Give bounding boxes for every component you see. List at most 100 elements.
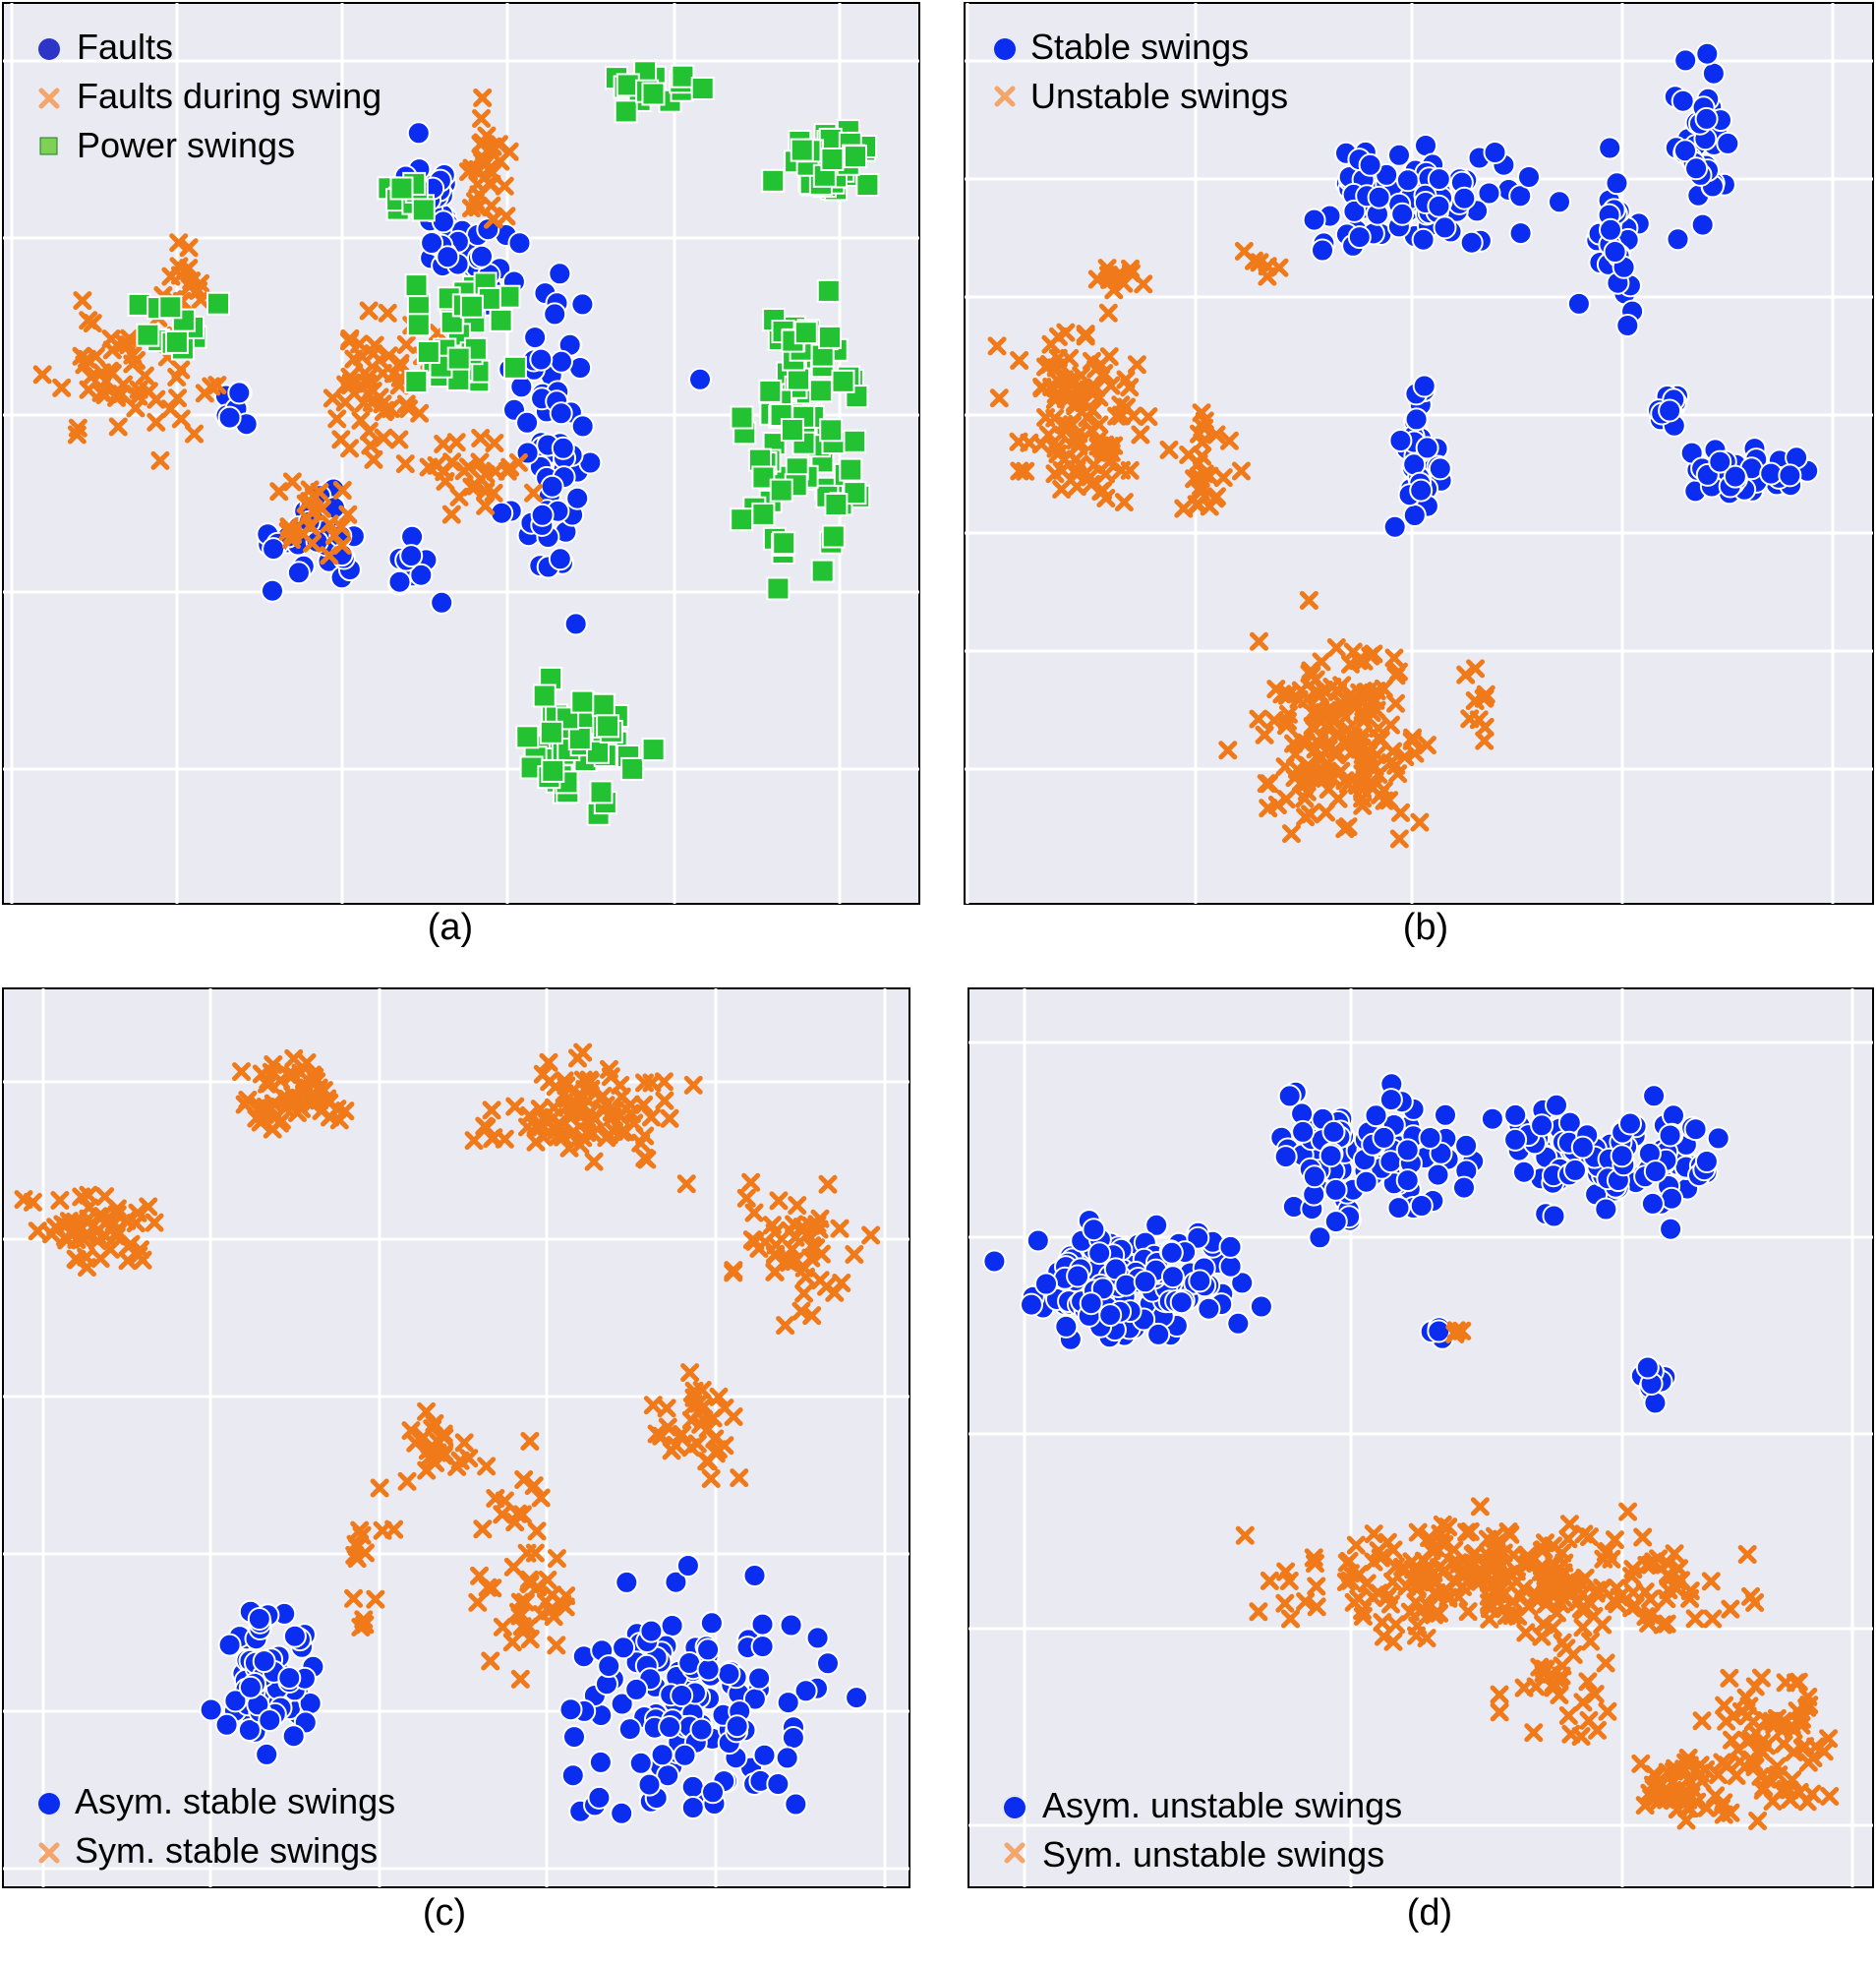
point-stable-swings bbox=[1690, 212, 1715, 237]
point-sym-unstable-swings bbox=[1579, 1710, 1599, 1730]
point-faults-during-swing bbox=[340, 439, 360, 458]
point-faults-during-swing bbox=[282, 472, 302, 492]
point-unstable-swings bbox=[1131, 425, 1150, 445]
point-unstable-swings bbox=[1244, 251, 1263, 270]
point-asym-unstable-swings bbox=[1706, 1126, 1730, 1151]
point-faults-during-swing bbox=[179, 238, 199, 258]
point-faults bbox=[688, 367, 712, 391]
point-unstable-swings bbox=[1391, 803, 1411, 822]
point-sym-unstable-swings bbox=[1715, 1696, 1734, 1715]
point-asym-unstable-swings bbox=[1454, 1133, 1479, 1158]
point-faults-during-swing bbox=[120, 328, 140, 348]
point-asym-stable-swings bbox=[793, 1679, 818, 1703]
point-asym-unstable-swings bbox=[1503, 1102, 1528, 1127]
point-sym-stable-swings bbox=[482, 1101, 501, 1120]
point-sym-unstable-swings bbox=[1676, 1811, 1696, 1830]
point-unstable-swings bbox=[1257, 774, 1276, 794]
point-sym-unstable-swings bbox=[1798, 1687, 1818, 1706]
point-faults bbox=[387, 569, 412, 594]
point-sym-stable-swings bbox=[620, 1103, 640, 1123]
point-sym-stable-swings bbox=[631, 1133, 651, 1153]
point-unstable-swings bbox=[987, 336, 1007, 356]
point-faults-during-swing bbox=[101, 329, 121, 349]
point-unstable-swings bbox=[1285, 744, 1305, 764]
point-asym-unstable-swings bbox=[1188, 1269, 1212, 1293]
point-asym-stable-swings bbox=[238, 1675, 263, 1699]
point-power-swings bbox=[844, 145, 867, 169]
point-unstable-swings bbox=[1255, 725, 1274, 744]
point-sym-stable-swings bbox=[691, 1399, 711, 1419]
point-asym-unstable-swings bbox=[1594, 1197, 1618, 1221]
point-sym-unstable-swings bbox=[1720, 1668, 1739, 1688]
point-sym-stable-swings bbox=[845, 1244, 864, 1264]
point-power-swings bbox=[793, 321, 818, 345]
point-sym-stable-swings bbox=[547, 1549, 566, 1569]
point-sym-unstable-swings bbox=[1635, 1582, 1655, 1602]
panel-c: Asym. stable swings Sym. stable swings bbox=[2, 987, 910, 1888]
point-faults bbox=[409, 563, 434, 587]
point-stable-swings bbox=[1427, 194, 1451, 218]
point-stable-swings bbox=[1387, 143, 1411, 167]
point-faults-during-swing bbox=[379, 346, 398, 366]
point-unstable-swings bbox=[1349, 651, 1369, 671]
point-sym-stable-swings bbox=[567, 1048, 587, 1068]
point-unstable-swings bbox=[1319, 739, 1338, 758]
point-unstable-swings bbox=[1380, 753, 1400, 773]
point-sym-stable-swings bbox=[736, 1188, 756, 1208]
point-sym-unstable-swings bbox=[1400, 1602, 1420, 1622]
point-asym-unstable-swings bbox=[1683, 1117, 1708, 1142]
point-unstable-swings bbox=[1009, 432, 1028, 451]
point-asym-stable-swings bbox=[637, 1772, 662, 1797]
point-sym-stable-swings bbox=[703, 1408, 723, 1428]
point-unstable-swings bbox=[1120, 378, 1140, 397]
point-stable-swings bbox=[1615, 314, 1640, 337]
point-sym-unstable-swings bbox=[1819, 1729, 1839, 1749]
point-sym-stable-swings bbox=[602, 1102, 621, 1122]
point-stable-swings bbox=[1395, 168, 1420, 193]
point-unstable-swings bbox=[1189, 424, 1208, 444]
point-power-swings bbox=[766, 576, 791, 601]
point-unstable-swings bbox=[1359, 744, 1378, 763]
point-power-swings bbox=[541, 758, 565, 783]
point-sym-stable-swings bbox=[503, 1557, 523, 1577]
point-sym-unstable-swings bbox=[1666, 1758, 1685, 1778]
point-sym-unstable-swings bbox=[1526, 1584, 1546, 1604]
point-asym-unstable-swings bbox=[1133, 1270, 1157, 1294]
point-sym-stable-swings bbox=[818, 1174, 838, 1194]
point-sym-unstable-swings bbox=[1346, 1535, 1366, 1555]
point-sym-stable-swings bbox=[539, 1052, 558, 1072]
point-unstable-swings bbox=[1299, 590, 1319, 610]
point-sym-stable-swings bbox=[118, 1251, 138, 1271]
data-points bbox=[982, 1072, 1840, 1831]
point-power-swings bbox=[164, 329, 189, 354]
point-sym-stable-swings bbox=[512, 1505, 532, 1524]
point-sym-stable-swings bbox=[655, 1091, 674, 1110]
point-stable-swings bbox=[1708, 449, 1732, 474]
point-sym-stable-swings bbox=[783, 1239, 802, 1259]
point-faults-during-swing bbox=[378, 303, 397, 323]
point-faults-during-swing bbox=[160, 399, 180, 419]
point-faults bbox=[563, 612, 588, 636]
point-sym-unstable-swings bbox=[1657, 1614, 1676, 1634]
point-sym-stable-swings bbox=[817, 1277, 837, 1296]
point-sym-unstable-swings bbox=[1739, 1697, 1759, 1716]
point-asym-unstable-swings bbox=[1642, 1084, 1667, 1108]
point-asym-unstable-swings bbox=[1218, 1234, 1243, 1259]
point-stable-swings bbox=[1427, 167, 1451, 192]
point-unstable-swings bbox=[1082, 475, 1101, 495]
point-faults-during-swing bbox=[303, 533, 322, 553]
point-unstable-swings bbox=[1114, 493, 1134, 512]
point-sym-stable-swings bbox=[520, 1431, 540, 1451]
point-asym-unstable-swings bbox=[1395, 1138, 1420, 1162]
point-sym-stable-swings bbox=[344, 1588, 364, 1608]
point-unstable-swings bbox=[1267, 796, 1287, 815]
point-sym-unstable-swings bbox=[1676, 1753, 1696, 1772]
point-asym-stable-swings bbox=[277, 1666, 302, 1691]
point-sym-stable-swings bbox=[810, 1209, 830, 1228]
point-faults-during-swing bbox=[458, 162, 478, 182]
point-unstable-swings bbox=[1338, 817, 1358, 837]
point-faults-during-swing bbox=[470, 452, 490, 472]
point-sym-stable-swings bbox=[811, 1244, 831, 1264]
point-faults-during-swing bbox=[313, 499, 332, 518]
point-power-swings bbox=[206, 291, 230, 316]
